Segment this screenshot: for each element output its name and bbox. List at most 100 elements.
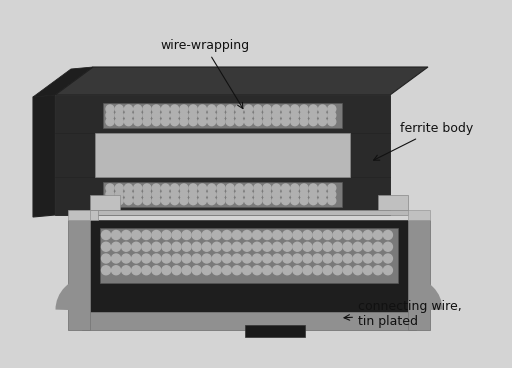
Circle shape [303,230,312,240]
Circle shape [291,190,299,198]
Circle shape [142,242,151,251]
Circle shape [182,254,191,263]
Circle shape [293,242,302,251]
Circle shape [132,230,141,240]
Circle shape [152,105,160,113]
Circle shape [272,190,281,198]
Circle shape [226,190,234,198]
Polygon shape [350,133,390,177]
Circle shape [115,112,123,119]
Circle shape [161,118,169,125]
Circle shape [132,254,141,263]
Circle shape [245,105,252,113]
Circle shape [282,118,290,125]
Circle shape [263,197,271,205]
Circle shape [115,190,123,198]
Circle shape [303,242,312,251]
Bar [245,325,305,337]
Circle shape [112,266,120,275]
Polygon shape [90,220,408,312]
Circle shape [383,242,392,251]
Circle shape [343,254,352,263]
Circle shape [236,105,243,113]
Circle shape [309,184,317,192]
Circle shape [208,184,216,192]
Circle shape [101,230,111,240]
Circle shape [245,118,252,125]
Circle shape [333,242,342,251]
Circle shape [170,197,179,205]
Circle shape [318,197,327,205]
Circle shape [172,254,181,263]
Circle shape [115,105,123,113]
Circle shape [124,190,133,198]
Circle shape [353,266,362,275]
Circle shape [115,197,123,205]
Circle shape [142,230,151,240]
Circle shape [217,190,225,198]
Circle shape [236,197,243,205]
Text: wire-wrapping: wire-wrapping [160,39,249,109]
Circle shape [134,190,142,198]
Circle shape [172,242,181,251]
Circle shape [222,254,231,263]
Circle shape [142,254,151,263]
Polygon shape [55,133,95,177]
Polygon shape [68,210,98,220]
Circle shape [283,242,292,251]
Circle shape [182,266,191,275]
Circle shape [212,230,221,240]
Circle shape [202,254,211,263]
Circle shape [273,242,282,251]
Circle shape [212,242,221,251]
Circle shape [217,197,225,205]
Circle shape [170,118,179,125]
Circle shape [202,242,211,251]
Circle shape [282,105,290,113]
Circle shape [142,266,151,275]
Circle shape [309,112,317,119]
Polygon shape [33,67,93,97]
Circle shape [328,112,336,119]
Circle shape [364,242,372,251]
Circle shape [243,266,251,275]
Circle shape [202,230,211,240]
Circle shape [323,230,332,240]
Circle shape [101,242,111,251]
Polygon shape [55,95,390,133]
Circle shape [303,254,312,263]
Circle shape [263,184,271,192]
Circle shape [283,266,292,275]
Circle shape [152,118,160,125]
Circle shape [328,190,336,198]
Circle shape [143,118,151,125]
Circle shape [282,190,290,198]
Polygon shape [68,220,90,330]
Circle shape [180,184,188,192]
Circle shape [318,112,327,119]
Circle shape [303,266,312,275]
Circle shape [254,197,262,205]
Polygon shape [55,177,390,215]
Polygon shape [68,210,90,220]
Circle shape [199,112,206,119]
Circle shape [252,242,262,251]
Circle shape [115,184,123,192]
Circle shape [318,190,327,198]
Circle shape [291,105,299,113]
Circle shape [199,184,206,192]
Circle shape [189,184,197,192]
Circle shape [189,190,197,198]
Circle shape [318,184,327,192]
Circle shape [243,230,251,240]
Circle shape [132,242,141,251]
Polygon shape [408,210,430,220]
Circle shape [252,230,262,240]
Circle shape [300,112,308,119]
Circle shape [180,112,188,119]
Circle shape [282,197,290,205]
Polygon shape [408,220,430,330]
Circle shape [353,242,362,251]
Circle shape [222,230,231,240]
Circle shape [291,112,299,119]
